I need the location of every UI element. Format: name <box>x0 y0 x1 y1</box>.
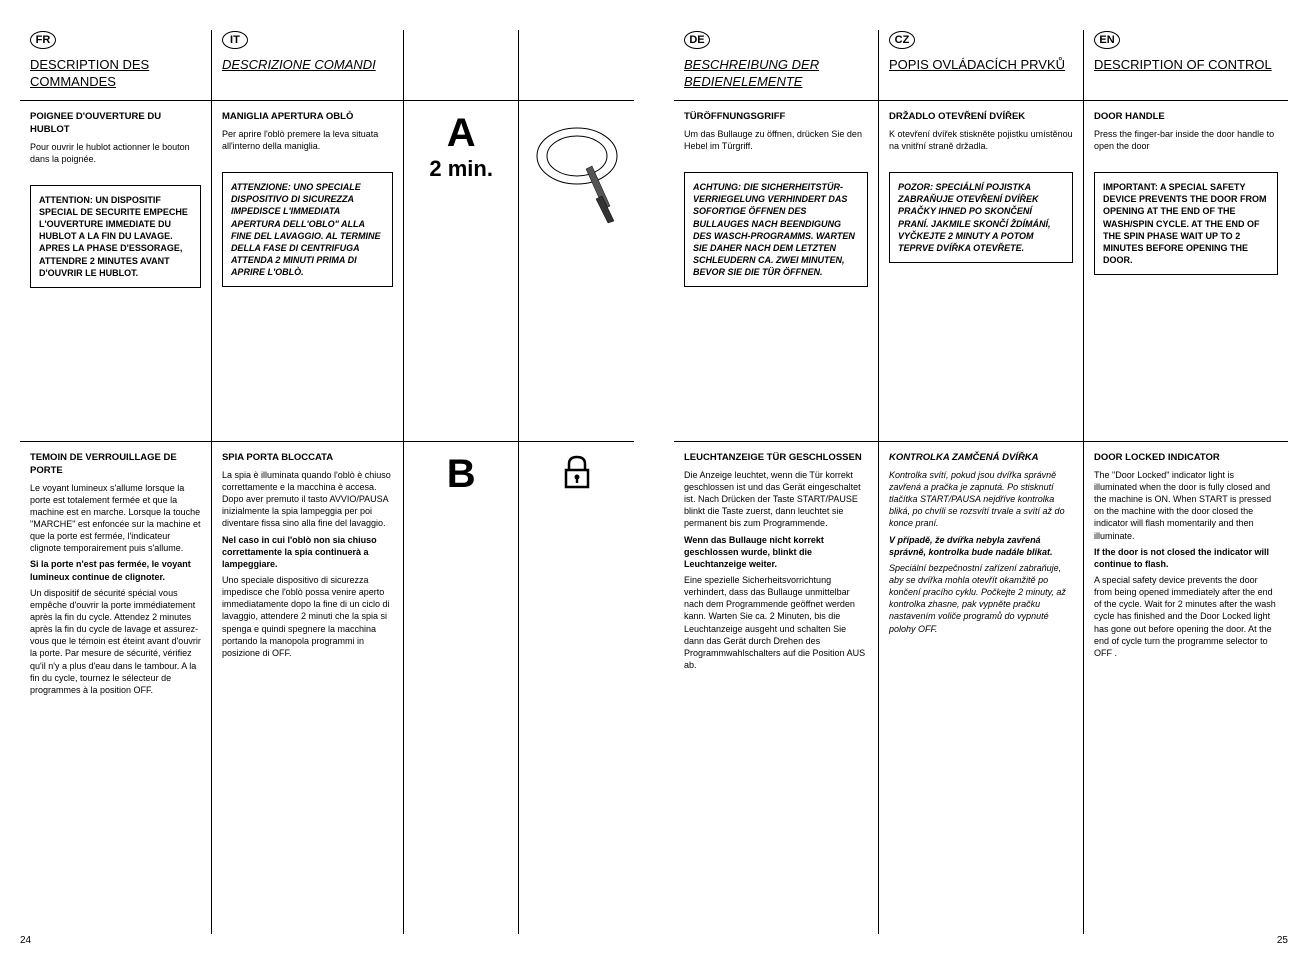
warn-a-de: ACHTUNG: DIE SICHERHEITSTÜR-VERRIEGELUNG… <box>684 172 868 287</box>
warn-a-en: IMPORTANT: A SPECIAL SAFETY DEVICE PREVE… <box>1094 172 1278 275</box>
header-en: DESCRIPTION OF CONTROL <box>1084 57 1288 80</box>
lang-tag-it: IT <box>222 31 248 49</box>
warn-a-fr: ATTENTION: UN DISPOSITIF SPECIAL DE SECU… <box>30 185 201 288</box>
body-a-en: Press the finger-bar inside the door han… <box>1094 128 1278 152</box>
p1-b-fr: Le voyant lumineux s'allume lorsque la p… <box>30 482 201 555</box>
page-left: FR DESCRIPTION DES COMMANDES POIGNEE D'O… <box>0 0 654 954</box>
p2-b-en: If the door is not closed the indicator … <box>1094 547 1269 569</box>
page-number-left: 24 <box>20 935 31 946</box>
body-a-it: Per aprire l'oblò premere la leva situat… <box>222 128 393 152</box>
cell-a-it: MANIGLIA APERTURA OBLÒ Per aprire l'oblò… <box>212 101 403 166</box>
columns-right: DE BESCHREIBUNG DER BEDIENELEMENTE TÜRÖF… <box>674 30 1288 934</box>
col-fr: FR DESCRIPTION DES COMMANDES POIGNEE D'O… <box>20 30 211 934</box>
col-en: EN DESCRIPTION OF CONTROL DOOR HANDLE Pr… <box>1083 30 1288 934</box>
title-a-fr: POIGNEE D'OUVERTURE DU HUBLOT <box>30 111 201 137</box>
col-de: DE BESCHREIBUNG DER BEDIENELEMENTE TÜRÖF… <box>674 30 878 934</box>
header-fr: DESCRIPTION DES COMMANDES <box>20 57 211 97</box>
p1-b-it: La spia è illuminata quando l'oblò è chi… <box>222 469 393 530</box>
cell-a-cz: DRŽADLO OTEVŘENÍ DVÍŘEK K otevření dvíře… <box>879 101 1083 166</box>
cell-a-de: TÜRÖFFNUNGSGRIFF Um das Bullauge zu öffn… <box>674 101 878 166</box>
letter-a-sub: 2 min. <box>404 156 519 192</box>
page-right: DE BESCHREIBUNG DER BEDIENELEMENTE TÜRÖF… <box>654 0 1308 954</box>
p3-b-it: Uno speciale dispositivo di sicurezza im… <box>222 574 393 659</box>
p1-b-en: The "Door Locked" indicator light is ill… <box>1094 469 1278 542</box>
title-b-de: LEUCHTANZEIGE TÜR GESCHLOSSEN <box>684 452 868 465</box>
warn-a-cz: POZOR: SPECIÁLNÍ POJISTKA ZABRAŇUJE OTEV… <box>889 172 1073 263</box>
p1-b-cz: Kontrolka svítí, pokud jsou dvířka správ… <box>889 469 1073 530</box>
p3-b-fr: Un dispositif de sécurité spécial vous e… <box>30 587 201 696</box>
handle-icon <box>519 101 634 241</box>
title-a-de: TÜRÖFFNUNGSGRIFF <box>684 111 868 124</box>
body-a-fr: Pour ouvrir le hublot actionner le bouto… <box>30 141 201 165</box>
lang-tag-de: DE <box>684 31 710 49</box>
lock-icon <box>519 442 634 502</box>
col-icon-left <box>518 30 634 934</box>
col-letter-left: A 2 min. B <box>403 30 519 934</box>
cell-b-cz: KONTROLKA ZAMČENÁ DVÍŘKA Kontrolka svítí… <box>879 442 1083 649</box>
p3-b-cz: Speciální bezpečnostní zařízení zabraňuj… <box>889 562 1073 635</box>
title-b-it: SPIA PORTA BLOCCATA <box>222 452 393 465</box>
cell-a-fr: POIGNEE D'OUVERTURE DU HUBLOT Pour ouvri… <box>20 101 211 179</box>
header-de: BESCHREIBUNG DER BEDIENELEMENTE <box>674 57 878 97</box>
cell-a-en: DOOR HANDLE Press the finger-bar inside … <box>1084 101 1288 166</box>
title-a-en: DOOR HANDLE <box>1094 111 1278 124</box>
cell-b-de: LEUCHTANZEIGE TÜR GESCHLOSSEN Die Anzeig… <box>674 442 878 685</box>
warn-a-it: ATTENZIONE: UNO SPECIALE DISPOSITIVO DI … <box>222 172 393 287</box>
title-a-cz: DRŽADLO OTEVŘENÍ DVÍŘEK <box>889 111 1073 124</box>
col-it: IT DESCRIZIONE COMANDI MANIGLIA APERTURA… <box>211 30 403 934</box>
p2-b-de: Wenn das Bullauge nicht korrekt geschlos… <box>684 535 824 569</box>
p2-b-cz: V případě, že dvířka nebyla zavřená sprá… <box>889 535 1053 557</box>
title-a-it: MANIGLIA APERTURA OBLÒ <box>222 111 393 124</box>
col-cz: CZ POPIS OVLÁDACÍCH PRVKŮ DRŽADLO OTEVŘE… <box>878 30 1083 934</box>
p1-b-de: Die Anzeige leuchtet, wenn die Tür korre… <box>684 469 868 530</box>
header-it: DESCRIZIONE COMANDI <box>212 57 403 80</box>
p2-b-fr: Si la porte n'est pas fermée, le voyant … <box>30 559 191 581</box>
lang-tag-cz: CZ <box>889 31 915 49</box>
cell-b-en: DOOR LOCKED INDICATOR The "Door Locked" … <box>1084 442 1288 673</box>
title-b-en: DOOR LOCKED INDICATOR <box>1094 452 1278 465</box>
title-b-cz: KONTROLKA ZAMČENÁ DVÍŘKA <box>889 452 1073 465</box>
cell-b-fr: TEMOIN DE VERROUILLAGE DE PORTE Le voyan… <box>20 442 211 710</box>
body-a-de: Um das Bullauge zu öffnen, drücken Sie d… <box>684 128 868 152</box>
lang-tag-fr: FR <box>30 31 56 49</box>
letter-b: B <box>404 442 519 497</box>
p3-b-en: A special safety device prevents the doo… <box>1094 574 1278 659</box>
body-a-cz: K otevření dvířek stiskněte pojistku umí… <box>889 128 1073 152</box>
p2-b-it: Nel caso in cui l'oblò non sia chiuso co… <box>222 535 377 569</box>
page-number-right: 25 <box>1277 935 1288 946</box>
header-cz: POPIS OVLÁDACÍCH PRVKŮ <box>879 57 1083 80</box>
letter-a: A <box>404 101 519 156</box>
columns-left: FR DESCRIPTION DES COMMANDES POIGNEE D'O… <box>20 30 634 934</box>
lang-tag-en: EN <box>1094 31 1120 49</box>
cell-b-it: SPIA PORTA BLOCCATA La spia è illuminata… <box>212 442 403 673</box>
p3-b-de: Eine spezielle Sicherheitsvorrichtung ve… <box>684 574 868 671</box>
title-b-fr: TEMOIN DE VERROUILLAGE DE PORTE <box>30 452 201 478</box>
